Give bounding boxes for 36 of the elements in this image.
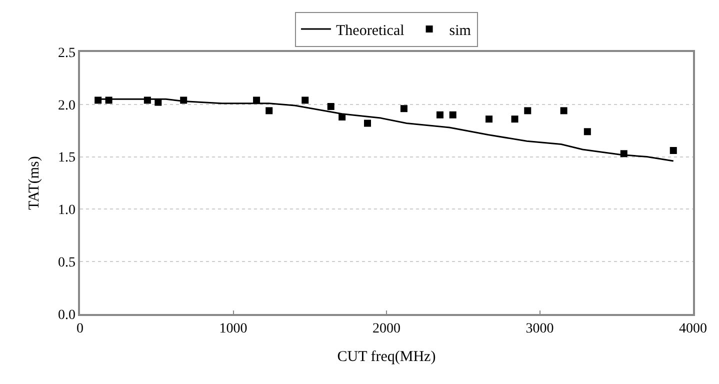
point (338, 113, 346, 120)
point (105, 96, 112, 104)
y-tick-label: 1.5 (58, 150, 76, 166)
point (144, 96, 151, 104)
x-tick-label: 1000 (219, 322, 248, 337)
point (511, 116, 518, 123)
point (180, 96, 188, 104)
point (436, 111, 444, 118)
legend-label: Theoretical (336, 22, 404, 39)
point (94, 96, 102, 104)
x-tick-label: 3000 (526, 322, 554, 337)
x-tick-label: 2000 (372, 322, 400, 337)
point (449, 111, 456, 118)
point (486, 116, 493, 123)
point (670, 147, 677, 154)
x-tick-label: 4000 (679, 322, 707, 337)
point (253, 96, 260, 104)
point (266, 107, 273, 114)
point (524, 107, 532, 114)
y-axis-title: TAT(ms) (26, 156, 43, 210)
y-tick-label: 0.5 (58, 256, 76, 270)
x-tick-label: 0 (76, 322, 84, 337)
y-tick-label: 2.0 (58, 98, 76, 114)
point (327, 103, 334, 110)
x-axis-title: CUT freq(MHz) (337, 349, 436, 366)
point (400, 105, 408, 112)
y-tick-label: 0.0 (58, 308, 76, 323)
point (620, 150, 628, 158)
point (302, 96, 309, 104)
legend-label: sim (449, 22, 472, 39)
point (364, 120, 371, 127)
point (584, 128, 591, 136)
point (560, 107, 568, 114)
point (154, 98, 162, 106)
y-tick-label: 1.0 (58, 203, 76, 218)
y-tick-label: 2.5 (58, 46, 76, 61)
